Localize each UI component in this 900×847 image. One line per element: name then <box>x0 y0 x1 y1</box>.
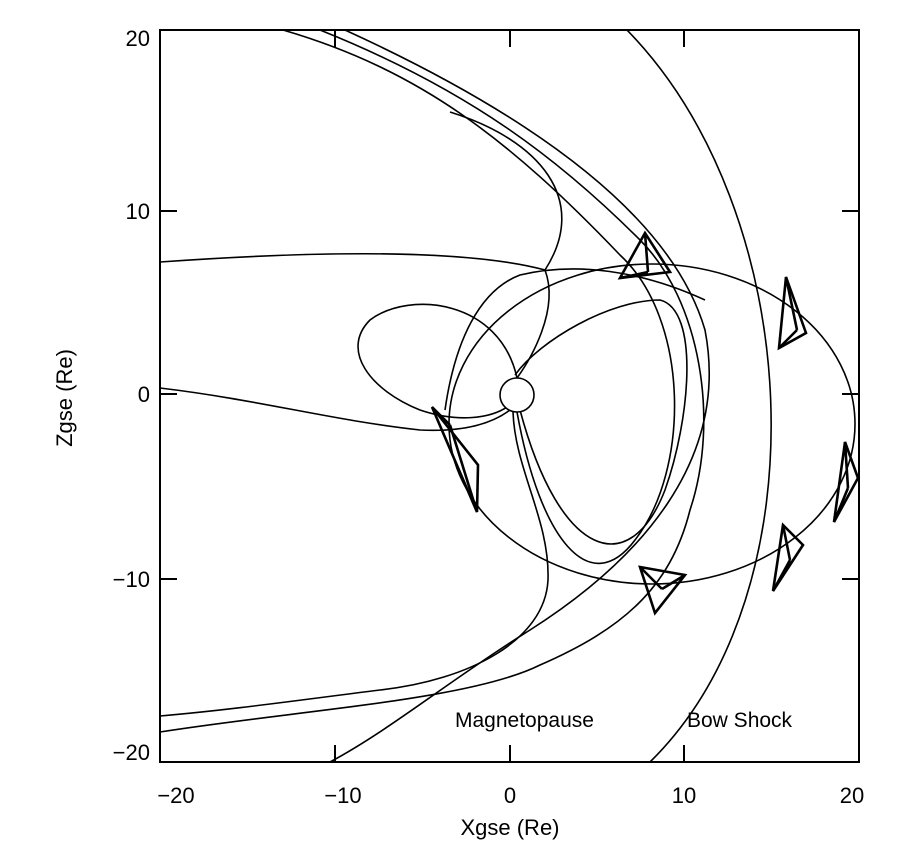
spacecraft-tetrahedron <box>832 441 860 523</box>
x-axis-title: Xgse (Re) <box>460 815 559 840</box>
y-tick-label: −10 <box>113 567 150 592</box>
spacecraft-tetrahedron <box>638 565 688 616</box>
field-line <box>160 111 563 271</box>
field-line <box>160 387 511 432</box>
x-tick-label: −20 <box>157 783 194 808</box>
bow-shock-curve <box>625 30 772 762</box>
field-line <box>514 299 688 545</box>
field-line <box>282 30 676 564</box>
y-tick-label: −20 <box>113 740 150 765</box>
field-line <box>160 411 549 717</box>
x-tick-label: −10 <box>324 783 361 808</box>
earth <box>499 377 535 413</box>
x-tick-label: 0 <box>504 783 516 808</box>
tick-marks <box>160 30 859 762</box>
field-line <box>444 268 706 411</box>
spacecraft-tetrahedron <box>771 522 805 592</box>
y-tick-label: 20 <box>126 26 150 51</box>
spacecraft-tetrahedron <box>617 230 673 280</box>
y-axis-title: Zgse (Re) <box>52 349 77 447</box>
spacecraft-tetrahedron <box>777 276 808 351</box>
x-tick-label: 20 <box>840 783 864 808</box>
y-tick-label: 0 <box>138 382 150 407</box>
spacecraft-tetrahedron <box>430 406 480 513</box>
magnetopause-label: Magnetopause <box>455 709 594 732</box>
field-line <box>160 30 705 733</box>
field-line <box>516 269 550 379</box>
y-tick-label: 10 <box>126 199 150 224</box>
x-tick-label: 10 <box>672 783 696 808</box>
bow-shock-label: Bow Shock <box>687 709 793 732</box>
magnetopause-curve <box>329 30 710 762</box>
field-line <box>357 303 518 419</box>
